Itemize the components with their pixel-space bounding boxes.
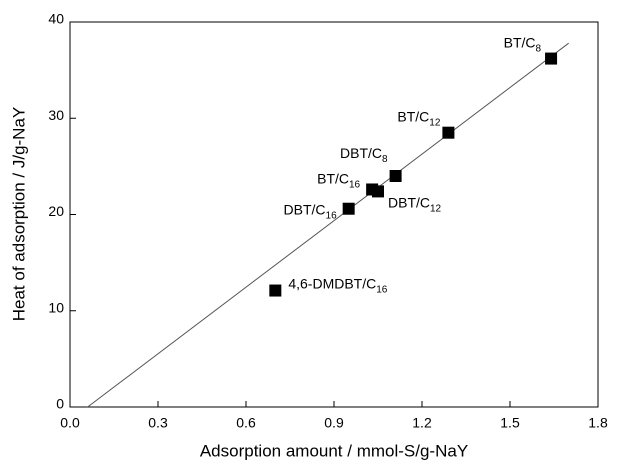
y-tick-label: 10: [48, 299, 64, 315]
x-tick-label: 1.8: [588, 415, 608, 431]
point-label: DBT/C12: [388, 194, 442, 214]
point-label-main: DBT/C: [284, 201, 326, 217]
marker: [389, 170, 402, 182]
x-tick-label: 0.6: [236, 415, 256, 431]
fit-line: [87, 42, 569, 408]
y-axis-title: Heat of adsorption / J/g-NaY: [9, 107, 28, 322]
marker: [269, 284, 282, 297]
y-tick-label: 20: [48, 203, 64, 219]
x-tick-label: 1.2: [412, 415, 432, 431]
point-label-sub: 12: [429, 117, 441, 128]
y-tick-label: 0: [56, 396, 64, 412]
point-label: BT/C16: [317, 170, 360, 190]
point-label: BT/C12: [397, 108, 440, 128]
point-label-sub: 12: [430, 203, 442, 214]
x-tick-label: 0.9: [324, 415, 344, 431]
marker: [372, 185, 384, 198]
point-label-sub: 16: [376, 284, 388, 295]
y-tick-label: 30: [48, 107, 64, 123]
marker: [442, 126, 455, 139]
x-tick-label: 0.0: [60, 415, 80, 431]
point-label-sub: 16: [349, 179, 361, 190]
x-tick-label: 0.3: [148, 415, 168, 431]
x-tick-label: 1.5: [500, 415, 520, 431]
marker: [545, 52, 558, 65]
point-label-main: DBT/C: [388, 194, 430, 210]
point-label-main: DBT/C: [340, 145, 382, 161]
marker: [342, 202, 355, 215]
x-axis-title: Adsorption amount / mmol-S/g-NaY: [200, 441, 468, 460]
point-label: DBT/C8: [340, 145, 388, 165]
point-label: BT/C8: [504, 34, 542, 54]
point-label-main: BT/C: [317, 170, 349, 186]
y-tick-label: 40: [48, 11, 64, 27]
point-label-sub: 8: [382, 154, 388, 165]
point-label: 4,6-DMDBT/C16: [288, 275, 387, 295]
point-label-sub: 8: [536, 43, 542, 54]
point-label-main: 4,6-DMDBT/C: [288, 275, 376, 291]
point-label-main: BT/C: [504, 34, 536, 50]
point-label-sub: 16: [326, 210, 338, 221]
point-label-main: BT/C: [397, 108, 429, 124]
point-label: DBT/C16: [284, 201, 338, 221]
